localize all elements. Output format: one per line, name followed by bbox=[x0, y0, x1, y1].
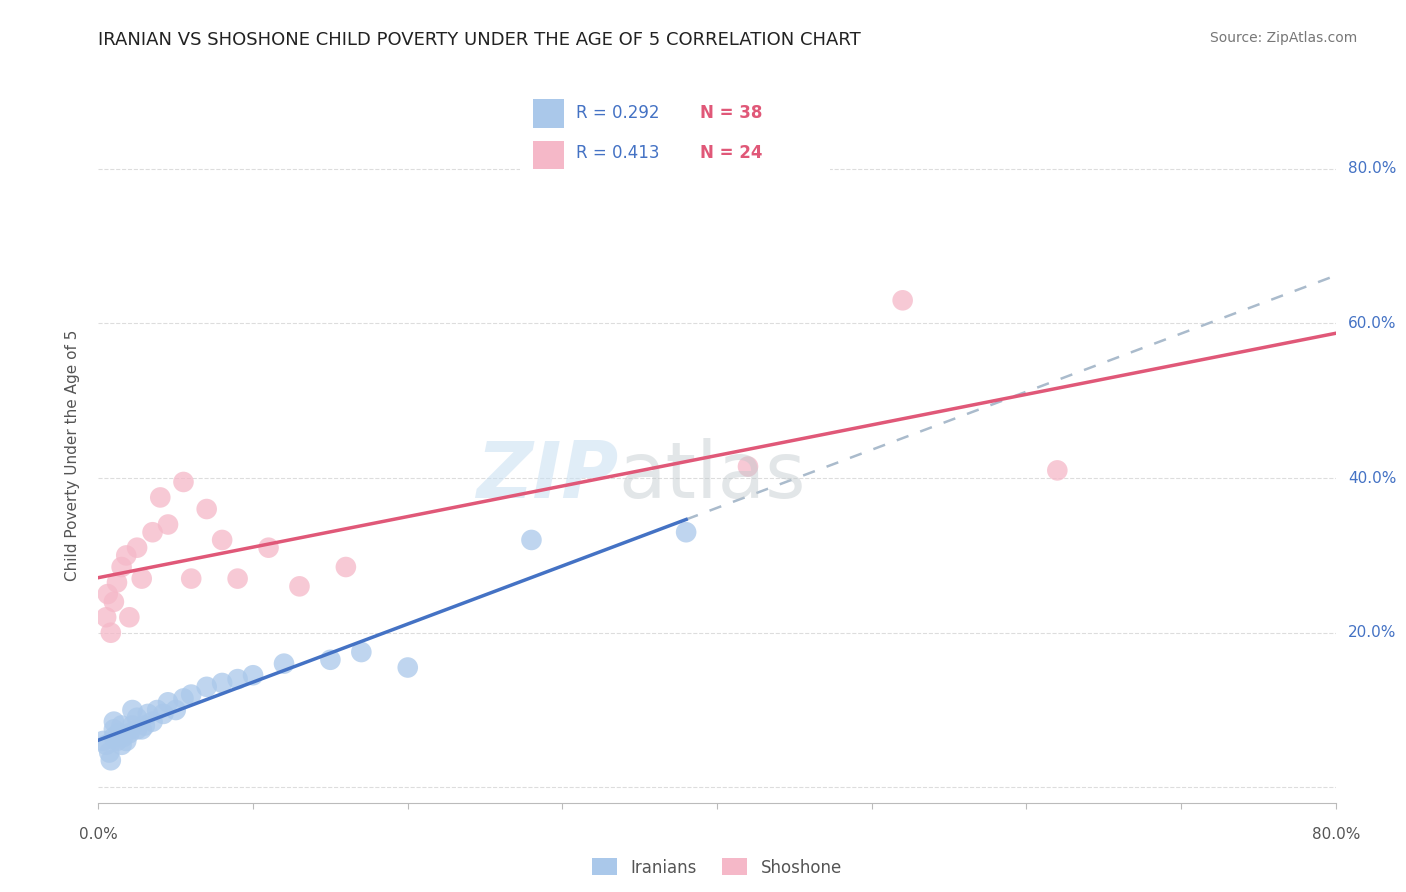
Text: Source: ZipAtlas.com: Source: ZipAtlas.com bbox=[1209, 31, 1357, 45]
Bar bbox=[533, 99, 564, 128]
Point bbox=[172, 475, 194, 489]
Point bbox=[141, 525, 165, 540]
Point bbox=[103, 714, 125, 729]
Point bbox=[97, 587, 120, 601]
Point bbox=[111, 738, 132, 752]
Point bbox=[157, 517, 180, 532]
Point bbox=[98, 746, 121, 760]
Point bbox=[118, 726, 141, 740]
Point bbox=[675, 525, 697, 540]
Text: R = 0.413: R = 0.413 bbox=[576, 145, 659, 162]
Point bbox=[1046, 463, 1069, 477]
Point bbox=[131, 572, 153, 586]
Bar bbox=[533, 141, 564, 169]
Point bbox=[172, 691, 194, 706]
Point bbox=[91, 734, 114, 748]
Point bbox=[146, 703, 169, 717]
Point bbox=[180, 688, 202, 702]
Point bbox=[136, 706, 159, 721]
Text: 60.0%: 60.0% bbox=[1348, 316, 1396, 331]
Point bbox=[100, 625, 122, 640]
Point bbox=[149, 491, 172, 505]
Point bbox=[211, 676, 233, 690]
Point bbox=[127, 541, 149, 555]
Point bbox=[195, 680, 218, 694]
Point bbox=[195, 502, 218, 516]
Point bbox=[107, 726, 129, 740]
Point bbox=[520, 533, 543, 547]
Point bbox=[127, 711, 149, 725]
Point bbox=[891, 293, 914, 308]
Point bbox=[396, 660, 419, 674]
Y-axis label: Child Poverty Under the Age of 5: Child Poverty Under the Age of 5 bbox=[65, 329, 80, 581]
Point bbox=[226, 572, 249, 586]
Text: 40.0%: 40.0% bbox=[1348, 471, 1396, 485]
Text: 80.0%: 80.0% bbox=[1312, 827, 1360, 842]
Point bbox=[273, 657, 295, 671]
Point bbox=[100, 753, 122, 767]
Point bbox=[111, 560, 132, 574]
Point bbox=[350, 645, 373, 659]
Point bbox=[180, 572, 202, 586]
Point bbox=[257, 541, 280, 555]
Text: 20.0%: 20.0% bbox=[1348, 625, 1396, 640]
Point bbox=[96, 738, 118, 752]
Point bbox=[127, 723, 149, 737]
Text: 0.0%: 0.0% bbox=[79, 827, 118, 842]
Point bbox=[105, 575, 128, 590]
Point bbox=[111, 718, 132, 732]
Point bbox=[242, 668, 264, 682]
Text: ZIP: ZIP bbox=[475, 438, 619, 514]
Text: R = 0.292: R = 0.292 bbox=[576, 104, 659, 122]
Point bbox=[737, 459, 759, 474]
Point bbox=[141, 714, 165, 729]
Point bbox=[112, 730, 135, 744]
Text: atlas: atlas bbox=[619, 438, 806, 514]
Point bbox=[115, 549, 138, 563]
Text: IRANIAN VS SHOSHONE CHILD POVERTY UNDER THE AGE OF 5 CORRELATION CHART: IRANIAN VS SHOSHONE CHILD POVERTY UNDER … bbox=[98, 31, 860, 49]
Point bbox=[121, 703, 143, 717]
Point bbox=[103, 723, 125, 737]
Point bbox=[118, 610, 141, 624]
Text: N = 38: N = 38 bbox=[700, 104, 762, 122]
Text: N = 24: N = 24 bbox=[700, 145, 762, 162]
Point bbox=[211, 533, 233, 547]
FancyBboxPatch shape bbox=[510, 87, 839, 181]
Legend: Iranians, Shoshone: Iranians, Shoshone bbox=[583, 850, 851, 885]
Point bbox=[165, 703, 187, 717]
Point bbox=[105, 734, 128, 748]
Text: 80.0%: 80.0% bbox=[1348, 161, 1396, 177]
Point bbox=[103, 595, 125, 609]
Point bbox=[134, 718, 156, 732]
Point bbox=[121, 718, 143, 732]
Point bbox=[288, 579, 311, 593]
Point bbox=[319, 653, 342, 667]
Point bbox=[96, 610, 118, 624]
Point bbox=[103, 730, 125, 744]
Point bbox=[335, 560, 357, 574]
Point bbox=[226, 672, 249, 686]
Point bbox=[115, 734, 138, 748]
Point bbox=[131, 723, 153, 737]
Point bbox=[152, 706, 174, 721]
Point bbox=[157, 695, 180, 709]
